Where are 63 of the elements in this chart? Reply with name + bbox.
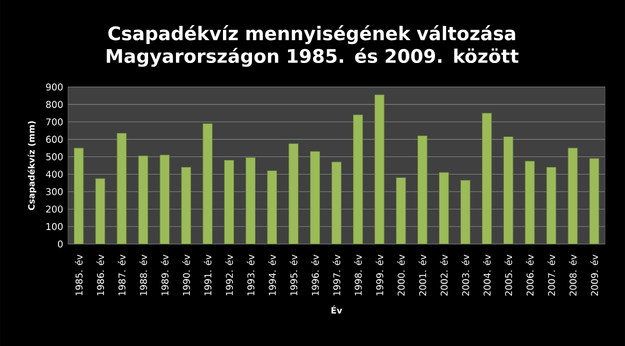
bar <box>396 177 406 244</box>
bar <box>202 123 213 244</box>
y-tick-label: 400 <box>46 170 63 178</box>
x-axis-title: Év <box>332 306 342 314</box>
y-tick-label: 800 <box>46 100 63 108</box>
bar <box>417 136 428 244</box>
bar <box>267 170 277 244</box>
x-tick-label: 1992. év <box>225 254 233 296</box>
x-tick-label: 2003. év <box>462 254 470 296</box>
x-tick-label: 1989. év <box>160 254 168 296</box>
x-tick-label: 1985. év <box>74 254 83 296</box>
x-tick-label: 2000. év <box>397 254 405 296</box>
bar <box>116 132 127 244</box>
x-tick-label: 1998. év <box>354 254 362 296</box>
bar <box>460 180 470 244</box>
bar <box>246 157 256 244</box>
x-tick-label: 1991. év <box>204 254 212 296</box>
y-axis-title: Csapadékvíz (mm) <box>28 121 36 210</box>
bar <box>74 148 84 244</box>
y-tick-label: 200 <box>46 206 63 213</box>
y-tick-label: 500 <box>46 153 63 160</box>
x-tick-label: 1990. év <box>182 254 190 296</box>
bar <box>181 166 192 244</box>
bar <box>589 158 600 244</box>
x-tick-label: 1987. év <box>118 254 126 296</box>
x-tick-label: 2007. év <box>547 254 556 296</box>
y-tick-label: 0 <box>58 240 63 248</box>
x-tick-label: 2002. év <box>440 254 448 296</box>
bar <box>224 160 234 244</box>
bar <box>482 112 492 244</box>
bar <box>568 148 578 244</box>
x-tick-label: 2008. év <box>568 254 577 296</box>
bar <box>288 143 298 244</box>
bar <box>332 162 342 244</box>
bar <box>374 94 384 244</box>
x-tick-label: 1986. év <box>96 254 104 296</box>
y-tick-label: 600 <box>46 136 63 143</box>
y-tick-label: 300 <box>46 188 63 196</box>
bar <box>353 114 363 244</box>
x-tick-label: 1988. év <box>139 254 147 296</box>
bar <box>524 160 535 244</box>
bar <box>546 166 556 244</box>
x-tick-label: 1996. év <box>311 254 319 296</box>
bar <box>95 178 106 244</box>
y-tick-label: 900 <box>46 83 63 91</box>
x-tick-label: 1993. év <box>246 254 254 296</box>
y-tick-label: 700 <box>46 118 63 126</box>
chart-title: Csapadékvíz mennyiségének változása Magyarországon 1985. és 2009. között <box>106 25 519 67</box>
bar <box>438 172 449 244</box>
bar <box>138 156 148 244</box>
x-tick-label: 2005. év <box>504 254 512 296</box>
x-tick-label: 2006. év <box>526 254 534 296</box>
x-tick-label: 2004. év <box>483 254 491 296</box>
x-tick-label: 1997. év <box>332 254 340 296</box>
x-tick-label: 1999. év <box>376 254 384 296</box>
x-tick-label: 2009. év <box>590 254 598 296</box>
bar <box>503 136 514 244</box>
x-tick-label: 2001. év <box>418 254 426 296</box>
y-tick-label: 100 <box>46 223 63 230</box>
x-tick-label: 1994. év <box>268 254 276 296</box>
x-tick-label: 1995. év <box>290 254 298 296</box>
bar <box>160 154 170 244</box>
bar <box>310 151 320 244</box>
